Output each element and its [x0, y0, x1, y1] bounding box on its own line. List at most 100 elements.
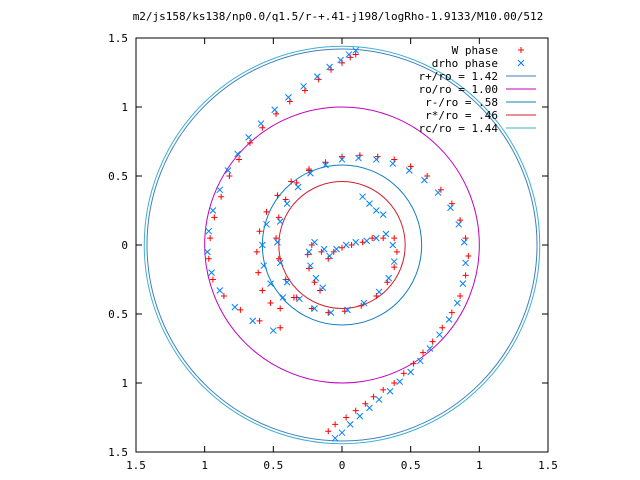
data-point [273, 235, 280, 242]
data-point [277, 305, 284, 312]
data-point [307, 169, 314, 177]
data-point [256, 228, 263, 235]
data-point [462, 259, 469, 267]
legend-label: W phase [452, 44, 498, 57]
data-point [385, 274, 393, 282]
data-point [366, 200, 373, 207]
data-point [344, 306, 351, 314]
data-point [382, 230, 390, 238]
data-point [259, 287, 266, 294]
legend-label: r+/ro = 1.42 [419, 70, 498, 83]
data-point [342, 241, 350, 249]
data-point [384, 279, 391, 286]
y-tick-label: 1.5 [108, 446, 128, 459]
legend-label: rc/ro = 1.44 [419, 122, 499, 135]
data-point [326, 252, 333, 260]
data-point [436, 331, 443, 339]
data-point [263, 208, 270, 215]
data-point [338, 429, 346, 437]
data-point [322, 159, 329, 166]
data-point [220, 293, 227, 300]
data-point [231, 303, 239, 311]
data-point [209, 207, 217, 214]
data-point [356, 412, 364, 420]
data-point [294, 183, 302, 191]
legend-swatch [518, 47, 524, 53]
data-point [352, 47, 360, 54]
data-point [224, 167, 232, 174]
data-point [207, 235, 214, 242]
data-point [386, 387, 394, 395]
data-point [372, 156, 380, 163]
data-point [208, 269, 215, 276]
reference-circle-1 [146, 48, 538, 442]
data-point [209, 276, 216, 283]
data-point [293, 179, 300, 186]
data-point [420, 349, 427, 356]
data-point [263, 220, 270, 228]
data-point [439, 324, 446, 331]
data-point [307, 262, 314, 270]
x-tick-label: 1 [201, 459, 208, 472]
data-point [267, 280, 274, 287]
data-point [296, 295, 303, 303]
data-point [273, 110, 280, 117]
data-point [405, 167, 413, 174]
data-point [332, 421, 339, 428]
legend-label: drho phase [432, 57, 498, 70]
data-point [311, 305, 318, 312]
data-point [396, 378, 404, 385]
data-point [211, 214, 218, 221]
data-point [448, 200, 455, 207]
y-tick-label: 1 [121, 101, 128, 114]
series-2-points [204, 47, 469, 442]
data-point [372, 234, 380, 242]
data-point [359, 193, 366, 201]
y-tick-label: 0.5 [108, 308, 128, 321]
data-point [274, 192, 281, 199]
data-point [311, 279, 318, 286]
data-points [204, 47, 472, 442]
reference-circle-4 [278, 181, 406, 309]
data-point [218, 193, 225, 200]
data-point [389, 241, 397, 249]
data-point [379, 211, 387, 218]
data-point [407, 163, 414, 170]
data-point [380, 386, 387, 393]
axis-ticks: 1.5 1 0.5 0 0.5 1 1.51.510.500.511.5 [108, 32, 558, 472]
data-point [274, 238, 281, 246]
reference-circle-2 [204, 106, 480, 384]
data-point [372, 207, 380, 214]
data-point [275, 255, 282, 262]
data-point [249, 317, 257, 325]
data-point [312, 274, 320, 282]
data-point [313, 73, 321, 80]
data-point [288, 178, 295, 185]
data-point [359, 239, 366, 246]
data-point [352, 238, 360, 246]
data-point [237, 306, 244, 313]
data-point [390, 258, 398, 265]
data-point [462, 235, 469, 242]
data-point [465, 253, 472, 260]
data-point [338, 156, 346, 163]
data-point [337, 56, 344, 64]
data-point [391, 156, 398, 163]
data-point [301, 87, 308, 94]
data-point [363, 237, 371, 245]
y-tick-label: 1.5 [108, 32, 128, 45]
data-point [416, 357, 424, 365]
data-point [205, 227, 213, 235]
data-point [277, 324, 284, 331]
data-point [285, 93, 292, 101]
data-point [339, 244, 345, 251]
x-tick-label: 1.5 [126, 459, 146, 472]
data-point [246, 139, 253, 146]
data-point [282, 196, 289, 203]
data-point [331, 434, 339, 442]
data-point [234, 150, 241, 158]
data-point [455, 220, 463, 228]
data-point [391, 264, 398, 271]
data-point [333, 245, 340, 253]
data-point [276, 259, 284, 267]
